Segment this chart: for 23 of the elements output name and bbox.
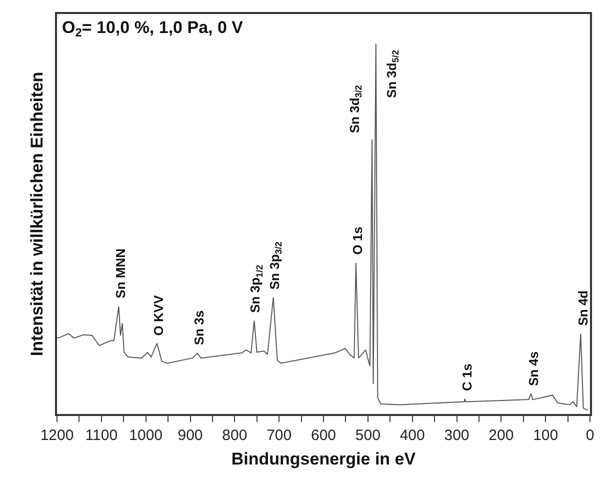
x-tick-label: 1200 [40,426,74,444]
x-tick-label: 900 [178,426,203,444]
x-tick-label: 500 [355,426,380,444]
x-tick-label: 100 [533,426,558,444]
x-tick-label: 1000 [129,426,163,444]
annotation: Sn 4s [526,351,541,386]
y-axis-title: Intensität in willkürlichen Einheiten [27,72,46,356]
annotation: O 1s [350,226,366,255]
x-tick-label: 800 [222,426,248,444]
x-tick-label: 700 [266,426,292,444]
x-tick-label: 1100 [85,426,118,444]
x-tick-label: 400 [400,426,425,444]
annotation: Sn MNN [113,248,128,298]
annotation: Sn 4d [576,290,591,326]
x-tick-label: 600 [310,426,336,444]
annotation: O KVV [151,294,166,336]
x-tick-label: 0 [586,426,594,444]
x-tick-label: 300 [444,426,470,444]
text: O$_{2}$= 10,0 %, 1,0 Pa, 0 V [62,18,244,40]
x-axis-title: Bindungsenergie in eV [231,450,416,469]
x-tick-label: 200 [488,426,514,444]
annotation: Sn 3s [192,310,207,346]
annotation: C 1s [459,364,474,392]
